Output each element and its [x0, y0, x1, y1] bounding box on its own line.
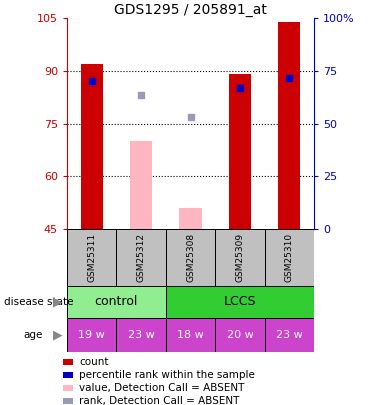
Bar: [63, 359, 73, 365]
Text: 23 w: 23 w: [276, 330, 303, 340]
Bar: [229, 75, 251, 229]
Title: GDS1295 / 205891_at: GDS1295 / 205891_at: [114, 3, 267, 17]
Text: 18 w: 18 w: [177, 330, 204, 340]
Bar: [130, 141, 152, 229]
Bar: [265, 229, 314, 286]
Bar: [80, 64, 103, 229]
Text: control: control: [95, 295, 138, 308]
Text: disease state: disease state: [4, 297, 73, 307]
Text: GSM25308: GSM25308: [186, 232, 195, 282]
Bar: [265, 318, 314, 352]
Text: count: count: [79, 357, 109, 367]
Text: age: age: [23, 330, 43, 340]
Text: ▶: ▶: [52, 295, 62, 308]
Bar: [67, 286, 166, 318]
Text: LCCS: LCCS: [224, 295, 256, 308]
Bar: [166, 318, 215, 352]
Bar: [166, 286, 314, 318]
Bar: [63, 385, 73, 391]
Bar: [63, 372, 73, 378]
Bar: [67, 229, 116, 286]
Bar: [116, 229, 166, 286]
Text: 23 w: 23 w: [128, 330, 154, 340]
Text: rank, Detection Call = ABSENT: rank, Detection Call = ABSENT: [79, 396, 239, 405]
Text: GSM25309: GSM25309: [236, 232, 244, 282]
Text: value, Detection Call = ABSENT: value, Detection Call = ABSENT: [79, 383, 245, 393]
Text: ▶: ▶: [52, 328, 62, 342]
Bar: [63, 398, 73, 405]
Bar: [215, 229, 265, 286]
Text: GSM25312: GSM25312: [137, 233, 146, 281]
Text: GSM25310: GSM25310: [285, 232, 294, 282]
Bar: [116, 318, 166, 352]
Text: GSM25311: GSM25311: [87, 232, 96, 282]
Text: 19 w: 19 w: [79, 330, 105, 340]
Bar: [215, 318, 265, 352]
Bar: [166, 229, 215, 286]
Bar: [179, 208, 202, 229]
Text: percentile rank within the sample: percentile rank within the sample: [79, 370, 255, 380]
Bar: [67, 318, 116, 352]
Bar: [278, 22, 301, 229]
Text: 20 w: 20 w: [227, 330, 253, 340]
